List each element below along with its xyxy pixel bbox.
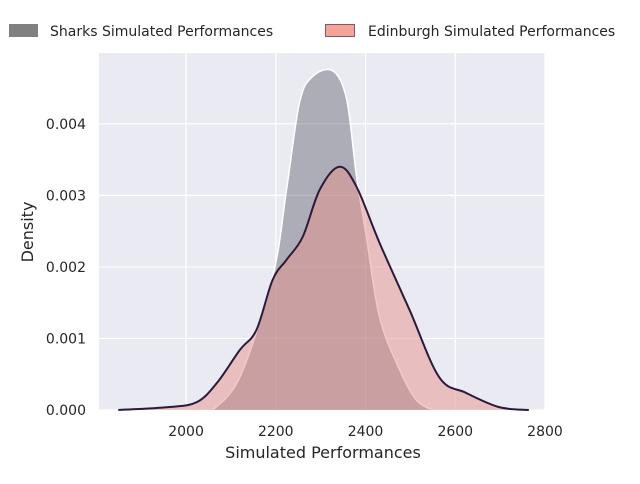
kde-series-edinburgh: [118, 165, 529, 411]
legend-swatch-sharks: [9, 24, 38, 37]
y-tick-label: 0.002: [46, 260, 86, 276]
x-tick-label: 2400: [348, 424, 384, 440]
x-tick-label: 2600: [437, 424, 473, 440]
legend: Sharks Simulated Performances Edinburgh …: [9, 24, 615, 40]
kde-area: [118, 166, 529, 410]
legend-item-sharks[interactable]: Sharks Simulated Performances: [9, 24, 273, 40]
y-tick-label: 0.000: [46, 403, 86, 419]
legend-item-edinburgh[interactable]: Edinburgh Simulated Performances: [325, 24, 616, 40]
x-axis-label: Simulated Performances: [225, 443, 421, 462]
kde-line: [118, 165, 529, 411]
legend-swatch-edinburgh: [325, 24, 355, 37]
x-tick-label: 2000: [168, 424, 204, 440]
x-tick-label: 2800: [527, 424, 563, 440]
x-tick-labels: 2000 2200 2400 2600 2800: [168, 424, 563, 440]
y-axis-label: Density: [18, 202, 37, 263]
y-tick-label: 0.003: [46, 188, 86, 204]
y-tick-label: 0.004: [46, 117, 86, 133]
legend-label-edinburgh: Edinburgh Simulated Performances: [368, 24, 615, 40]
x-tick-label: 2200: [258, 424, 294, 440]
density-areas: [118, 68, 529, 411]
legend-label-sharks: Sharks Simulated Performances: [50, 24, 273, 40]
y-tick-labels: 0.000 0.001 0.002 0.003 0.004: [46, 117, 86, 419]
y-tick-label: 0.001: [46, 331, 86, 347]
